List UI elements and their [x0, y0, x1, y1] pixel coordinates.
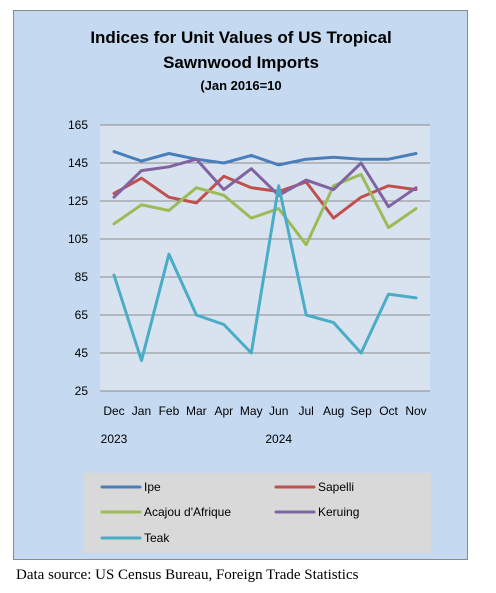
series-line-keruing	[112, 157, 418, 209]
x-tick-label: Jan	[132, 404, 151, 418]
y-tick-label: 85	[75, 270, 89, 284]
x-tick-label: Dec	[103, 404, 124, 418]
x-tick-label: Aug	[323, 404, 344, 418]
chart-title: Indices for Unit Values of US Tropical Sa…	[90, 28, 391, 93]
x-tick-label: Sep	[350, 404, 372, 418]
legend-label: Sapelli	[318, 480, 354, 494]
legend-label: Keruing	[318, 505, 359, 519]
x-tick-label: Nov	[405, 404, 426, 418]
y-tick-label: 105	[68, 232, 88, 246]
x-tick-label: Feb	[159, 404, 180, 418]
chart-title-line: (Jan 2016=10	[200, 78, 281, 93]
x-axis: Dec Jan Feb Mar Apr May Jun Jul Aug Sep Oct Nov 2023…	[101, 404, 427, 446]
legend-label: Teak	[144, 531, 170, 545]
y-tick-label: 65	[75, 308, 89, 322]
series-line-sapelli	[112, 174, 418, 220]
y-axis: 165 145 125 105 85 65 45 25	[68, 118, 88, 398]
legend-label: Ipe	[144, 480, 161, 494]
series-line-ipe	[112, 150, 418, 167]
legend-box	[84, 473, 431, 553]
legend-label: Acajou d'Afrique	[144, 505, 231, 519]
y-tick-label: 165	[68, 118, 88, 132]
y-tick-label: 25	[75, 384, 89, 398]
x-tick-label: May	[240, 404, 263, 418]
x-tick-label: Oct	[379, 404, 398, 418]
legend: Ipe Sapelli Acajou d'Afrique Keruing Teak	[100, 480, 359, 545]
y-tick-label: 45	[75, 346, 89, 360]
chart-title-line: Sawnwood Imports	[163, 53, 319, 72]
chart-frame: Indices for Unit Values of US Tropical Sa…	[13, 10, 468, 560]
y-tick-label: 145	[68, 156, 88, 170]
x-tick-label: Jul	[299, 404, 314, 418]
x-tick-label: Apr	[214, 404, 233, 418]
y-tick-label: 125	[68, 194, 88, 208]
plot-area	[100, 125, 430, 391]
x-year-label: 2024	[265, 432, 292, 446]
x-year-label: 2023	[101, 432, 128, 446]
x-tick-label: Mar	[186, 404, 207, 418]
chart-title-line: Indices for Unit Values of US Tropical	[90, 28, 391, 47]
series-line-acajou-d-afrique	[112, 172, 418, 247]
source-note: Data source: US Census Bureau, Foreign T…	[16, 567, 359, 583]
chart-svg: Indices for Unit Values of US Tropical Sa…	[68, 28, 431, 553]
series-lines	[112, 150, 418, 363]
series-line-teak	[112, 184, 418, 363]
x-tick-label: Jun	[269, 404, 288, 418]
